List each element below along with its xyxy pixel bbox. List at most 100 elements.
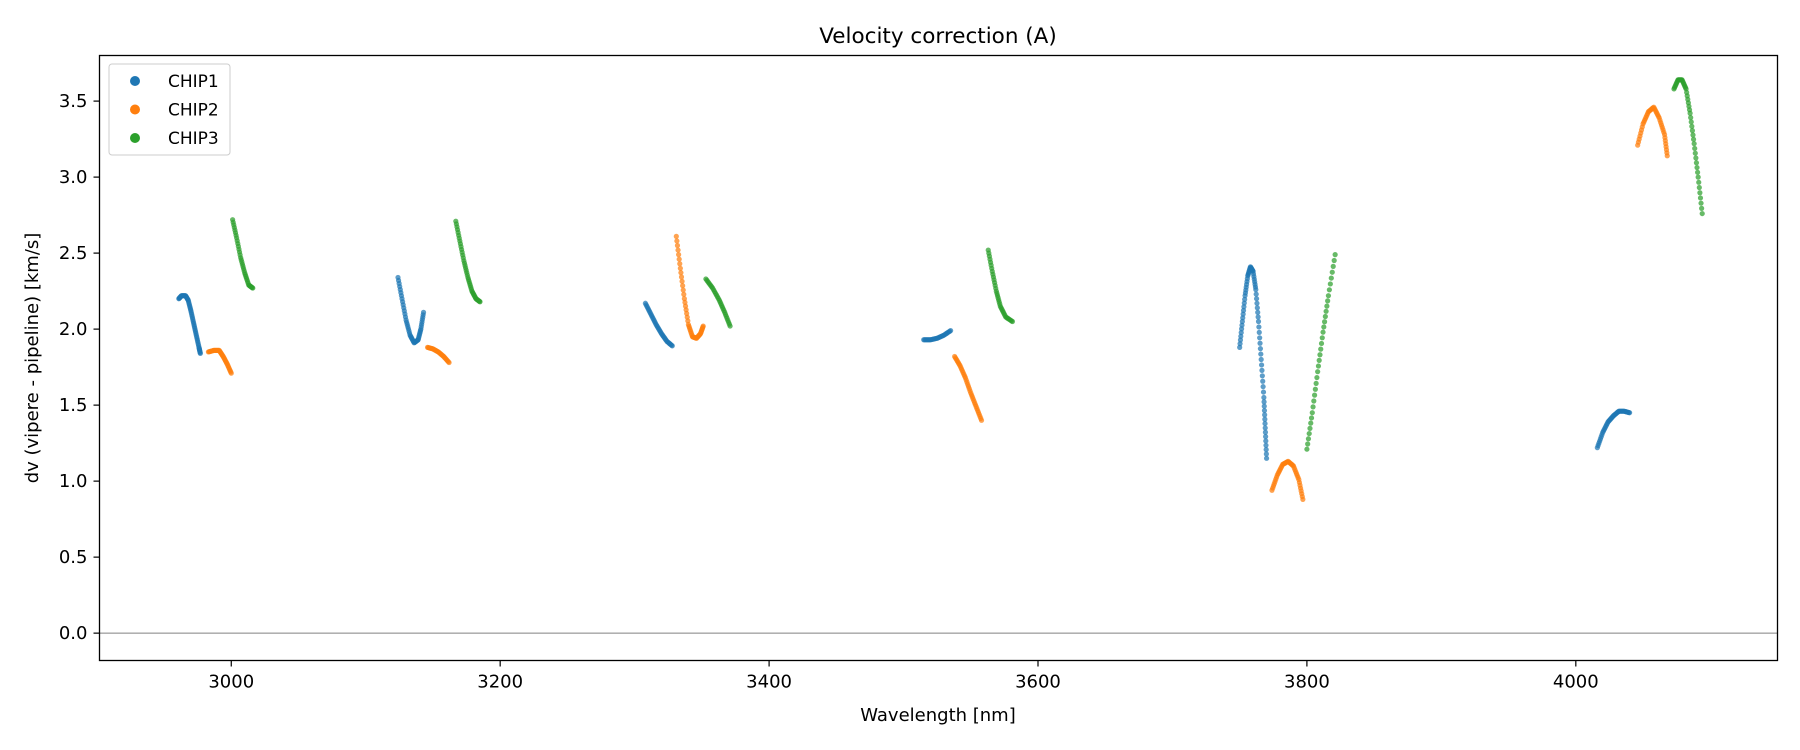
data-point [1262, 416, 1268, 422]
data-point [477, 299, 483, 305]
data-point [1325, 298, 1331, 304]
data-point [677, 265, 683, 271]
data-point [1325, 293, 1332, 299]
x-axis: 3000 3200 3400 3600 3800 4000 [208, 660, 1599, 693]
series-chip3 [230, 77, 1705, 452]
data-point [1627, 410, 1633, 416]
y-tick-label: 3.5 [59, 91, 88, 112]
legend-marker [130, 104, 140, 115]
data-point [1330, 263, 1336, 269]
data-point [676, 252, 682, 258]
data-point [678, 274, 685, 280]
data-point [1318, 340, 1325, 347]
legend-label: CHIP1 [168, 72, 219, 92]
data-point [1306, 430, 1312, 437]
x-tick-label: 3800 [1284, 672, 1330, 693]
data-point [1329, 269, 1335, 275]
data-point [675, 247, 681, 253]
data-point [1257, 335, 1263, 341]
y-tick-label: 2.0 [59, 319, 88, 340]
y-axis: 0.0 0.5 1.0 1.5 2.0 2.5 3.0 3.5 [59, 91, 100, 644]
y-tick-label: 2.5 [59, 243, 88, 264]
legend-marker [130, 133, 140, 143]
data-point [1331, 257, 1337, 264]
y-axis-label: dv (vipere - pipeline) [km/s] [22, 233, 43, 484]
series-chip1 [176, 264, 1633, 461]
data-point [1255, 314, 1261, 320]
y-tick-label: 0.5 [59, 547, 88, 568]
data-point [1256, 324, 1262, 330]
data-point [1693, 160, 1700, 166]
data-point [1263, 434, 1269, 440]
data-point [1693, 155, 1699, 161]
data-point [1259, 373, 1265, 379]
data-point [1691, 141, 1697, 147]
x-tick-label: 3400 [746, 672, 792, 693]
data-point [197, 350, 203, 357]
data-point [1253, 296, 1260, 302]
data-point [1690, 136, 1697, 142]
data-point [978, 417, 985, 423]
data-point [1696, 179, 1702, 185]
data-point [1688, 115, 1694, 121]
legend-marker [130, 76, 140, 86]
data-point [1258, 362, 1265, 368]
data-point [1320, 329, 1326, 335]
data-point [1255, 309, 1261, 315]
data-point [674, 238, 680, 244]
data-point [1695, 169, 1701, 175]
legend-label: CHIP3 [168, 129, 219, 149]
data-point [1257, 340, 1263, 346]
plot-frame [98, 54, 1779, 662]
data-point [1260, 378, 1266, 384]
data-point [446, 359, 452, 366]
data-point [1687, 110, 1693, 116]
data-point [1308, 420, 1314, 426]
data-point [250, 285, 256, 291]
y-tick-label: 3.0 [59, 167, 88, 188]
data-point [1261, 399, 1267, 405]
series-chip2 [205, 104, 1670, 502]
data-point [1689, 123, 1695, 129]
data-point [1262, 412, 1268, 418]
data-point [1318, 346, 1324, 352]
data-point [1261, 394, 1267, 401]
data-point [1321, 319, 1328, 325]
data-point [1261, 407, 1268, 414]
data-point [1690, 132, 1696, 138]
data-point [1258, 356, 1264, 363]
data-point [1254, 300, 1260, 306]
x-tick-label: 3600 [1015, 672, 1061, 693]
data-point [1262, 429, 1269, 435]
y-tick-label: 1.5 [59, 395, 88, 416]
data-point [1253, 287, 1259, 293]
data-point [1321, 324, 1327, 330]
data-point [1254, 305, 1260, 311]
data-point [1311, 398, 1317, 404]
data-point [673, 233, 679, 239]
x-tick-label: 4000 [1553, 672, 1599, 693]
data-point [1263, 442, 1269, 448]
y-tick-label: 1.0 [59, 471, 88, 492]
data-point [1694, 164, 1700, 171]
data-point [1696, 184, 1702, 191]
data-point [1695, 174, 1701, 180]
data-point [1326, 287, 1332, 293]
chart-title: Velocity correction (A) [819, 24, 1057, 49]
data-point [1319, 335, 1325, 341]
data-point [1327, 281, 1333, 287]
data-point [1699, 205, 1705, 211]
data-point [1312, 386, 1318, 392]
data-point [1698, 200, 1704, 206]
data-point [1253, 291, 1259, 297]
data-point [1263, 455, 1270, 461]
data-point [1258, 351, 1264, 357]
data-point [1260, 389, 1267, 395]
data-point [1332, 252, 1338, 258]
data-point [1692, 150, 1698, 156]
data-point [948, 328, 954, 334]
data-point [1315, 369, 1321, 375]
data-point [1324, 303, 1330, 309]
data-point [1256, 329, 1262, 335]
data-point [727, 323, 733, 329]
